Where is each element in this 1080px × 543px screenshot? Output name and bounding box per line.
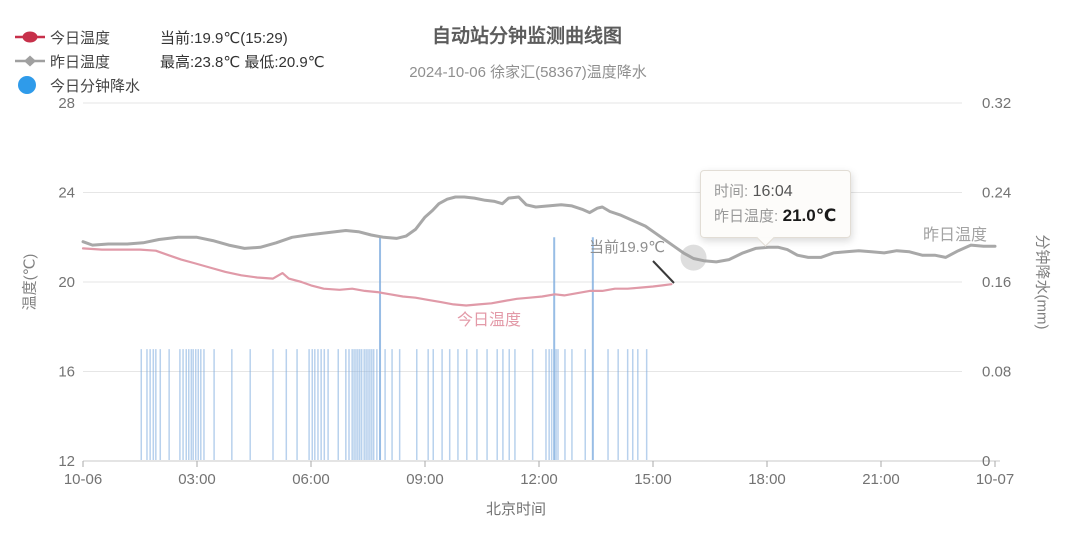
tooltip-time-label: 时间:	[714, 183, 749, 200]
right-tick-label: 0.32	[982, 95, 1011, 112]
tooltip-time-value: 16:04	[752, 183, 793, 200]
left-tick-label: 24	[58, 185, 75, 202]
hover-point-marker	[680, 244, 707, 271]
y-axis-left-name: 温度(℃)	[21, 253, 39, 311]
legend-value-yesterday: 最高:23.8℃ 最低:20.9℃	[160, 53, 325, 71]
x-tick-label: 18:00	[748, 471, 786, 488]
x-tick-label: 10-07	[976, 471, 1014, 488]
x-axis-name: 北京时间	[485, 501, 547, 518]
legend-label-precip: 今日分钟降水	[50, 77, 141, 95]
x-tick-label: 21:00	[862, 471, 900, 488]
today-temp-legend-marker-icon	[14, 30, 46, 44]
yesterday-temp-legend-marker-icon	[14, 54, 46, 68]
page-title: 自动站分钟监测曲线图	[431, 26, 623, 47]
tooltip: 时间: 16:04 昨日温度: 21.0℃	[700, 170, 852, 247]
legend-value-today: 当前:19.9℃(15:29)	[160, 29, 288, 47]
legend-label-today: 今日温度	[50, 29, 111, 47]
precip-legend-marker-icon	[14, 75, 46, 95]
x-tick-label: 12:00	[520, 471, 558, 488]
legend-item-precip[interactable]: 今日分钟降水	[14, 73, 325, 97]
legend-label-yesterday: 昨日温度	[50, 53, 111, 71]
left-tick-label: 28	[58, 95, 75, 112]
today-series-label: 今日温度	[457, 312, 522, 329]
x-tick-label: 10-06	[64, 471, 102, 488]
tooltip-series-label: 昨日温度:	[714, 208, 779, 225]
right-tick-label: 0.16	[982, 274, 1011, 291]
current-temp-annotation: 当前19.9℃	[589, 239, 666, 256]
yesterday-series-label: 昨日温度	[923, 227, 988, 244]
x-tick-label: 09:00	[406, 471, 444, 488]
right-tick-label: 0.24	[982, 185, 1011, 202]
tooltip-series-value: 21.0℃	[782, 206, 837, 225]
left-tick-label: 20	[58, 274, 75, 291]
yesterday-temp-line	[81, 195, 997, 264]
current-annotation-pointer	[652, 260, 675, 284]
left-tick-label: 12	[58, 453, 75, 470]
right-tick-label: 0	[982, 453, 990, 470]
page-subtitle: 2024-10-06 徐家汇(58367)温度降水	[409, 64, 647, 81]
left-tick-label: 16	[58, 364, 75, 381]
today-temp-line	[81, 247, 673, 307]
x-tick-label: 03:00	[178, 471, 216, 488]
y-axis-right-name: 分钟降水(mm)	[1033, 234, 1051, 330]
x-tick-label: 06:00	[292, 471, 330, 488]
right-tick-label: 0.08	[982, 364, 1011, 381]
legend-item-today-temp[interactable]: 今日温度 当前:19.9℃(15:29)	[14, 25, 325, 49]
x-tick-label: 15:00	[634, 471, 672, 488]
legend: 今日温度 当前:19.9℃(15:29) 昨日温度 最高:23.8℃ 最低:20…	[14, 25, 325, 97]
legend-item-yesterday-temp[interactable]: 昨日温度 最高:23.8℃ 最低:20.9℃	[14, 49, 325, 73]
